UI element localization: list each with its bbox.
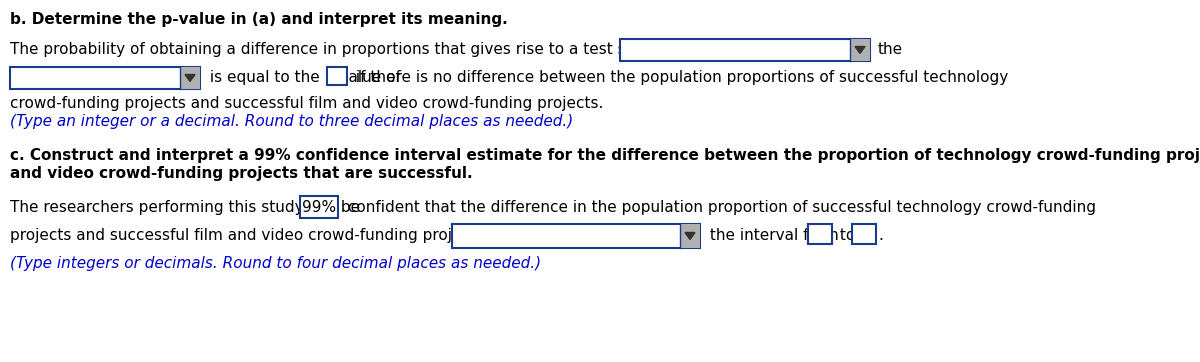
Text: the interval from: the interval from (706, 228, 844, 243)
Text: (Type integers or decimals. Round to four decimal places as needed.): (Type integers or decimals. Round to fou… (10, 256, 541, 271)
Polygon shape (685, 232, 695, 240)
Text: crowd-funding projects and successful film and video crowd-funding projects.: crowd-funding projects and successful fi… (10, 96, 604, 111)
Text: is equal to the p-value of: is equal to the p-value of (205, 70, 406, 85)
Bar (180, 67, 200, 89)
Text: to: to (835, 228, 860, 243)
Polygon shape (185, 75, 194, 81)
Text: 99%: 99% (302, 199, 336, 215)
Text: confident that the difference in the population proportion of successful technol: confident that the difference in the pop… (343, 200, 1096, 215)
Text: (Type an integer or a decimal. Round to three decimal places as needed.): (Type an integer or a decimal. Round to … (10, 114, 574, 129)
Bar (452, 224, 700, 248)
Text: if there is no difference between the population proportions of successful techn: if there is no difference between the po… (352, 70, 1008, 85)
Text: and video crowd-funding projects that are successful.: and video crowd-funding projects that ar… (10, 166, 473, 181)
Bar (680, 224, 700, 248)
Polygon shape (854, 46, 865, 54)
Text: c. Construct and interpret a 99% confidence interval estimate for the difference: c. Construct and interpret a 99% confide… (10, 148, 1200, 163)
Text: the: the (878, 42, 904, 57)
Bar (10, 67, 200, 89)
Text: b. Determine the p-value in (a) and interpret its meaning.: b. Determine the p-value in (a) and inte… (10, 12, 508, 27)
Text: The probability of obtaining a difference in proportions that gives rise to a te: The probability of obtaining a differenc… (10, 42, 678, 57)
Text: The researchers performing this study can be: The researchers performing this study ca… (10, 200, 360, 215)
Text: projects and successful film and video crowd-funding projects is: projects and successful film and video c… (10, 228, 502, 243)
Bar (326, 67, 347, 85)
Bar (852, 224, 876, 244)
Bar (808, 224, 832, 244)
Text: .: . (878, 228, 883, 243)
Bar (300, 196, 338, 218)
Bar (620, 39, 870, 61)
Bar (850, 39, 870, 61)
